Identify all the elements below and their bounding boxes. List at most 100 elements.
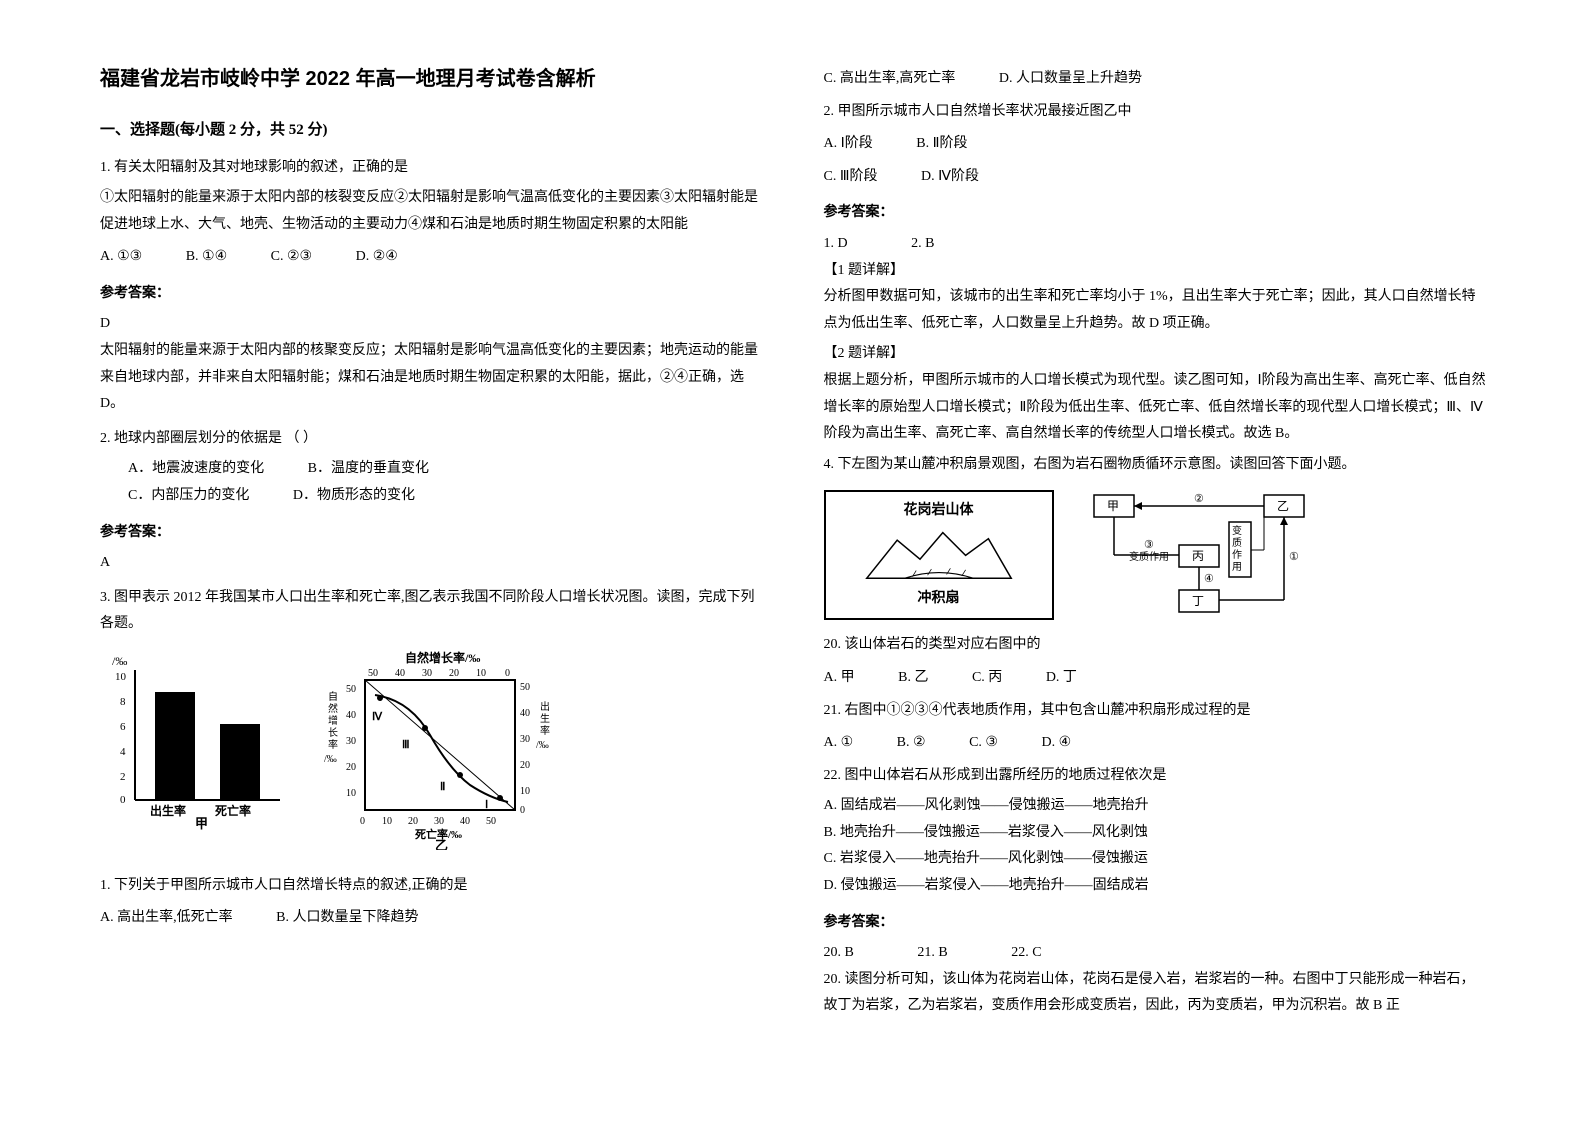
- q1-explain: 太阳辐射的能量来源于太阳内部的核聚变反应；太阳辐射是影响气温高低变化的主要因素；…: [100, 338, 764, 418]
- q4-sub20-optB: B. 乙: [898, 665, 928, 692]
- svg-text:率: 率: [540, 724, 550, 737]
- q4-sub21-options: A. ① B. ② C. ③ D. ④: [824, 730, 1488, 757]
- svg-text:自然增长率/‰: 自然增长率/‰: [405, 650, 480, 665]
- svg-text:Ⅲ: Ⅲ: [402, 739, 410, 751]
- q3-figures: /‰ 10 8 6 4 2 0 出生率 死亡率 甲: [100, 650, 764, 861]
- q4-sub22-optD: D. 侵蚀搬运——岩浆侵入——地壳抬升——固结成岩: [824, 873, 1488, 900]
- q3-sub2-optD: D. Ⅳ阶段: [921, 164, 979, 191]
- svg-text:10: 10: [520, 786, 530, 797]
- svg-text:作: 作: [1232, 549, 1242, 561]
- svg-text:④: ④: [1204, 573, 1214, 585]
- svg-text:自: 自: [328, 690, 338, 703]
- q1-answer: D: [100, 311, 764, 338]
- svg-text:10: 10: [382, 816, 392, 827]
- q4-sub20-options: A. 甲 B. 乙 C. 丙 D. 丁: [824, 665, 1488, 692]
- svg-text:6: 6: [120, 721, 126, 733]
- svg-text:40: 40: [520, 708, 530, 719]
- svg-text:30: 30: [346, 736, 356, 747]
- q3-answer1: 1. D: [824, 231, 848, 258]
- q4-answer-label: 参考答案：: [824, 908, 1488, 935]
- svg-text:乙: 乙: [435, 838, 448, 850]
- q3-sub2-row2: C. Ⅲ阶段 D. Ⅳ阶段: [824, 164, 1488, 191]
- q1-stem: 1. 有关太阳辐射及其对地球影响的叙述，正确的是: [100, 155, 764, 182]
- sketch-image: 花岗岩山体 冲积扇: [824, 490, 1054, 620]
- curve-chart-wrapper: 自然增长率/‰ 50 40 30 20 10 0 自 然 增 长 率 /‰ 50: [320, 650, 580, 861]
- svg-text:Ⅱ: Ⅱ: [440, 781, 445, 793]
- svg-text:2: 2: [120, 771, 126, 783]
- right-column: C. 高出生率,高死亡率 D. 人口数量呈上升趋势 2. 甲图所示城市人口自然增…: [824, 60, 1488, 1024]
- svg-text:0: 0: [505, 668, 510, 679]
- q4-sub21-optB: B. ②: [897, 730, 926, 757]
- svg-text:20: 20: [346, 762, 356, 773]
- q4-sub21-optA: A. ①: [824, 730, 854, 757]
- page-title: 福建省龙岩市岐岭中学 2022 年高一地理月考试卷含解析: [100, 60, 764, 98]
- q3-sub1-optA: A. 高出生率,低死亡率: [100, 905, 233, 932]
- svg-text:变: 变: [1232, 524, 1242, 537]
- svg-text:50: 50: [520, 682, 530, 693]
- svg-text:50: 50: [346, 684, 356, 695]
- q1-optB: B. ①④: [186, 244, 227, 271]
- svg-text:40: 40: [460, 816, 470, 827]
- svg-text:10: 10: [346, 788, 356, 799]
- svg-text:乙: 乙: [1277, 499, 1289, 513]
- svg-text:30: 30: [422, 668, 432, 679]
- q3-answers: 1. D 2. B: [824, 231, 1488, 258]
- q2-answer-label: 参考答案：: [100, 518, 764, 545]
- svg-text:长: 长: [328, 727, 338, 739]
- q3-stem: 3. 图甲表示 2012 年我国某市人口出生率和死亡率,图乙表示我国不同阶段人口…: [100, 585, 764, 638]
- q3-answer2: 2. B: [911, 231, 934, 258]
- svg-text:出: 出: [540, 700, 550, 713]
- q3-explain2-title: 【2 题详解】: [824, 341, 1488, 368]
- q3-sub2-row1: A. Ⅰ阶段 B. Ⅱ阶段: [824, 131, 1488, 158]
- svg-text:20: 20: [520, 760, 530, 771]
- section-heading: 一、选择题(每小题 2 分，共 52 分): [100, 116, 764, 145]
- svg-text:出生率: 出生率: [150, 803, 186, 818]
- q3-sub2-optA: A. Ⅰ阶段: [824, 131, 873, 158]
- svg-text:/‰: /‰: [324, 754, 337, 765]
- svg-text:30: 30: [520, 734, 530, 745]
- q2-optC: C．内部压力的变化: [128, 483, 249, 510]
- svg-text:10: 10: [476, 668, 486, 679]
- q1-optD: D. ②④: [356, 244, 398, 271]
- q2-answer: A: [100, 550, 764, 577]
- svg-text:/‰: /‰: [536, 740, 549, 751]
- svg-text:然: 然: [328, 702, 338, 715]
- q4-stem: 4. 下左图为某山麓冲积扇景观图，右图为岩石圈物质循环示意图。读图回答下面小题。: [824, 452, 1488, 479]
- q1-optA: A. ①③: [100, 244, 142, 271]
- q3-sub2-optB: B. Ⅱ阶段: [916, 131, 967, 158]
- q2-options-row1: A．地震波速度的变化 B．温度的垂直变化: [100, 456, 764, 483]
- mountain-icon: [834, 525, 1044, 586]
- svg-text:增: 增: [328, 714, 338, 727]
- bar-chart-wrapper: /‰ 10 8 6 4 2 0 出生率 死亡率 甲: [100, 650, 300, 841]
- svg-text:Ⅳ: Ⅳ: [372, 711, 383, 723]
- svg-text:②: ②: [1194, 493, 1204, 505]
- svg-text:死亡率: 死亡率: [215, 803, 251, 818]
- svg-text:0: 0: [360, 816, 365, 827]
- svg-text:20: 20: [449, 668, 459, 679]
- q4-explain: 20. 读图分析可知，该山体为花岗岩山体，花岗石是侵入岩，岩浆岩的一种。右图中丁…: [824, 967, 1488, 1020]
- svg-text:10: 10: [115, 671, 127, 683]
- svg-text:丙: 丙: [1192, 549, 1204, 563]
- q4-figures: 花岗岩山体 冲积扇 甲 乙 丙: [824, 490, 1488, 620]
- q4-sub22-optC: C. 岩浆侵入——地壳抬升——风化剥蚀——侵蚀搬运: [824, 846, 1488, 873]
- q2-options-row2: C．内部压力的变化 D．物质形态的变化: [100, 483, 764, 510]
- svg-text:4: 4: [120, 746, 126, 758]
- svg-text:/‰: /‰: [112, 654, 127, 668]
- q4-sub20-optA: A. 甲: [824, 665, 855, 692]
- svg-text:50: 50: [368, 668, 378, 679]
- sketch-top-label: 花岗岩山体: [904, 498, 974, 525]
- svg-text:生: 生: [540, 712, 550, 725]
- svg-text:甲: 甲: [195, 816, 208, 830]
- q3-sub1-optB: B. 人口数量呈下降趋势: [276, 905, 418, 932]
- q2-optA: A．地震波速度的变化: [128, 456, 264, 483]
- q3-sub1-optC: C. 高出生率,高死亡率: [824, 66, 956, 93]
- q3-sub1-options2: C. 高出生率,高死亡率 D. 人口数量呈上升趋势: [824, 66, 1488, 93]
- q4-answer22: 22. C: [1011, 940, 1041, 967]
- svg-text:0: 0: [120, 794, 126, 806]
- bar-chart-icon: /‰ 10 8 6 4 2 0 出生率 死亡率 甲: [100, 650, 300, 830]
- q4-sub22: 22. 图中山体岩石从形成到出露所经历的地质过程依次是: [824, 763, 1488, 790]
- q3-explain2: 根据上题分析，甲图所示城市的人口增长模式为现代型。读乙图可知，Ⅰ阶段为高出生率、…: [824, 368, 1488, 448]
- svg-text:质: 质: [1232, 537, 1242, 549]
- q4-sub21-optC: C. ③: [969, 730, 998, 757]
- q3-sub2: 2. 甲图所示城市人口自然增长率状况最接近图乙中: [824, 99, 1488, 126]
